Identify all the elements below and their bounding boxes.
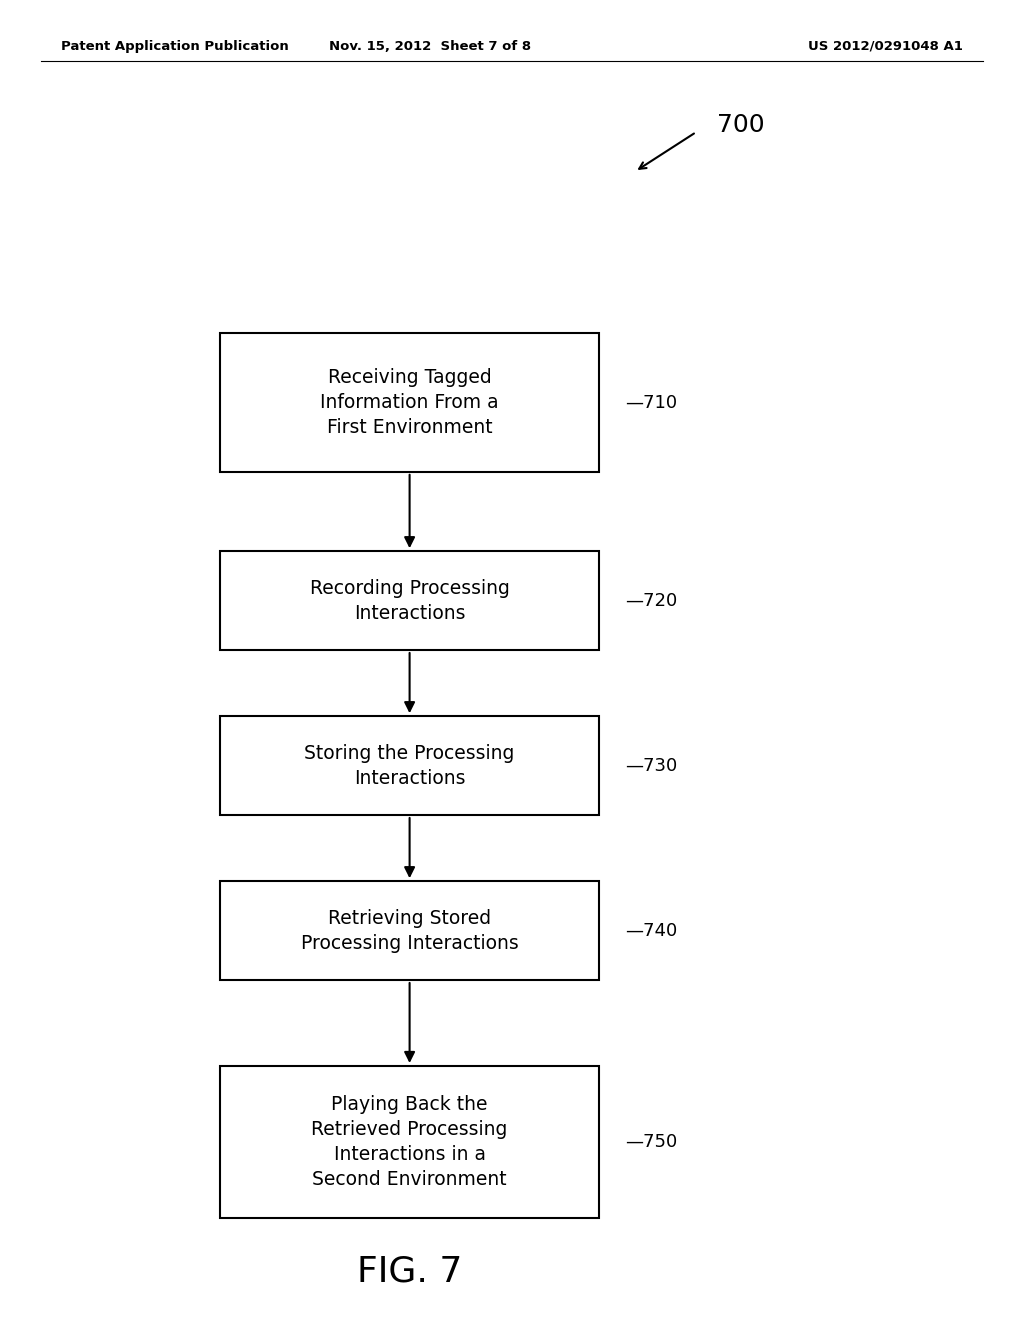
FancyBboxPatch shape: [220, 1067, 599, 1217]
Text: 700: 700: [717, 114, 765, 137]
Text: Recording Processing
Interactions: Recording Processing Interactions: [309, 578, 510, 623]
Text: Receiving Tagged
Information From a
First Environment: Receiving Tagged Information From a Firs…: [321, 368, 499, 437]
Text: —730: —730: [625, 756, 677, 775]
FancyBboxPatch shape: [220, 882, 599, 979]
Text: —720: —720: [625, 591, 677, 610]
Text: Retrieving Stored
Processing Interactions: Retrieving Stored Processing Interaction…: [301, 908, 518, 953]
Text: Patent Application Publication: Patent Application Publication: [61, 40, 289, 53]
Text: —750: —750: [625, 1133, 677, 1151]
FancyBboxPatch shape: [220, 552, 599, 649]
Text: FIG. 7: FIG. 7: [357, 1254, 462, 1288]
Text: US 2012/0291048 A1: US 2012/0291048 A1: [808, 40, 963, 53]
Text: —740: —740: [625, 921, 677, 940]
FancyBboxPatch shape: [220, 334, 599, 473]
Text: Storing the Processing
Interactions: Storing the Processing Interactions: [304, 743, 515, 788]
Text: Playing Back the
Retrieved Processing
Interactions in a
Second Environment: Playing Back the Retrieved Processing In…: [311, 1094, 508, 1189]
Text: —710: —710: [625, 393, 677, 412]
Text: Nov. 15, 2012  Sheet 7 of 8: Nov. 15, 2012 Sheet 7 of 8: [329, 40, 531, 53]
FancyBboxPatch shape: [220, 715, 599, 814]
